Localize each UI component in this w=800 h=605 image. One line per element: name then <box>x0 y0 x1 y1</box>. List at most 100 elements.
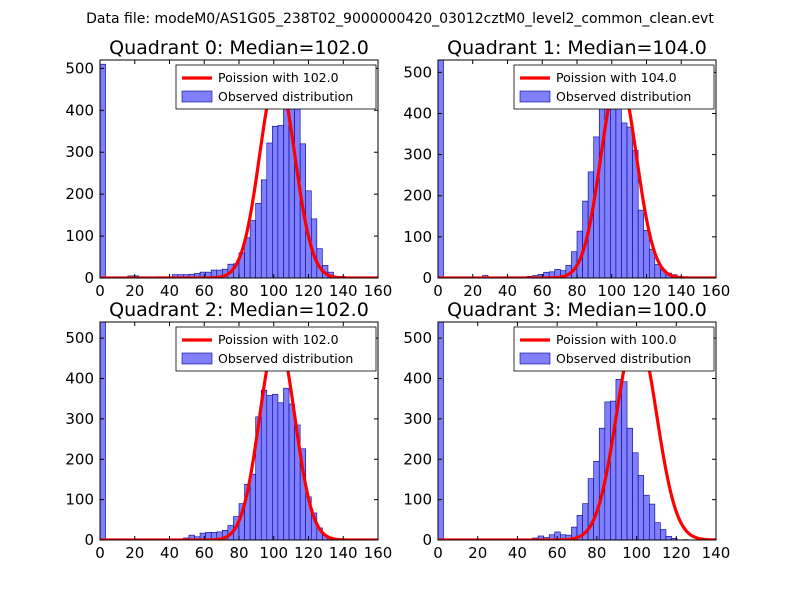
x-tick-label: 40 <box>498 282 517 300</box>
legend-bar-label: Observed distribution <box>556 89 691 104</box>
x-tick-label: 120 <box>294 282 323 300</box>
histogram-bar <box>649 504 655 540</box>
y-tick-label: 500 <box>403 329 432 347</box>
x-tick-label: 20 <box>468 544 487 562</box>
legend-bar-swatch <box>520 91 550 102</box>
histogram-bar <box>261 180 267 278</box>
x-tick-label: 100 <box>597 282 626 300</box>
x-tick-label: 140 <box>667 282 696 300</box>
x-tick-label: 100 <box>622 544 651 562</box>
histogram-bar <box>655 523 661 540</box>
x-tick-label: 20 <box>125 544 144 562</box>
x-tick-label: 60 <box>195 282 214 300</box>
x-tick-label: 140 <box>702 544 731 562</box>
y-tick-label: 400 <box>403 370 432 388</box>
x-tick-label: 120 <box>632 282 661 300</box>
histogram-bar <box>438 60 444 278</box>
histogram-bar <box>438 322 444 540</box>
legend: Poission with 104.0 Observed distribution <box>514 65 714 109</box>
y-tick-label: 0 <box>84 269 94 287</box>
legend-bar-label: Observed distribution <box>218 351 353 366</box>
x-tick-label: 0 <box>433 282 443 300</box>
legend-bar-swatch <box>520 353 550 364</box>
histogram-bar <box>250 474 256 540</box>
histogram-bar <box>100 322 106 540</box>
legend-fit-label: Poission with 102.0 <box>218 70 339 85</box>
y-tick-label: 0 <box>422 531 432 549</box>
y-tick-label: 400 <box>403 104 432 122</box>
y-tick-label: 0 <box>84 531 94 549</box>
legend-bar-label: Observed distribution <box>556 351 691 366</box>
histogram-bar <box>250 221 256 278</box>
y-tick-label: 0 <box>422 269 432 287</box>
histogram-bar <box>644 230 650 278</box>
y-tick-label: 100 <box>403 228 432 246</box>
legend: Poission with 100.0 Observed distribution <box>514 327 714 371</box>
x-tick-label: 100 <box>259 544 288 562</box>
histogram-bar <box>594 461 600 540</box>
y-tick-label: 300 <box>65 410 94 428</box>
histogram-bar <box>633 453 639 540</box>
histogram-bar <box>638 475 644 540</box>
legend-bar-swatch <box>182 353 212 364</box>
subplot-title: Quadrant 3: Median=100.0 <box>447 299 707 321</box>
histogram-bar <box>278 125 284 278</box>
histogram-bar <box>256 203 262 278</box>
subplot-title: Quadrant 0: Median=102.0 <box>109 37 369 59</box>
histogram-bar <box>289 404 295 540</box>
x-tick-label: 0 <box>433 544 443 562</box>
legend-fit-label: Poission with 100.0 <box>556 332 677 347</box>
y-tick-label: 100 <box>65 227 94 245</box>
y-tick-label: 300 <box>403 410 432 428</box>
x-tick-label: 160 <box>702 282 731 300</box>
histogram-bar <box>272 126 278 278</box>
histogram-bar <box>638 210 644 278</box>
y-tick-label: 400 <box>65 101 94 119</box>
y-tick-label: 500 <box>65 329 94 347</box>
x-tick-label: 140 <box>329 282 358 300</box>
histogram-bar <box>278 403 284 540</box>
y-tick-label: 300 <box>65 143 94 161</box>
x-tick-label: 120 <box>294 544 323 562</box>
subplot-title: Quadrant 1: Median=104.0 <box>447 37 707 59</box>
y-tick-label: 100 <box>65 491 94 509</box>
histogram-bar <box>627 127 633 278</box>
x-tick-label: 40 <box>160 282 179 300</box>
y-tick-label: 300 <box>403 146 432 164</box>
x-tick-label: 60 <box>533 282 552 300</box>
x-tick-label: 20 <box>125 282 144 300</box>
x-tick-label: 0 <box>95 282 105 300</box>
histogram-bar <box>100 64 106 278</box>
x-tick-label: 40 <box>160 544 179 562</box>
histogram-bar <box>666 536 672 540</box>
legend-fit-label: Poission with 104.0 <box>556 70 677 85</box>
legend-bar-swatch <box>182 91 212 102</box>
x-tick-label: 60 <box>548 544 567 562</box>
x-tick-label: 140 <box>329 544 358 562</box>
histogram-bar <box>627 428 633 540</box>
y-tick-label: 200 <box>65 450 94 468</box>
histogram-bar <box>644 495 650 540</box>
x-tick-label: 80 <box>229 282 248 300</box>
x-tick-label: 120 <box>662 544 691 562</box>
histogram-bar <box>660 530 666 540</box>
subplot-quadrant-3: Quadrant 3: Median=100.0 0 20 40 60 80 100 120 1… <box>403 299 730 562</box>
y-tick-label: 200 <box>403 187 432 205</box>
x-tick-label: 0 <box>95 544 105 562</box>
histogram-bar <box>283 388 289 540</box>
y-tick-label: 200 <box>403 450 432 468</box>
histogram-bar <box>267 395 273 540</box>
y-tick-label: 500 <box>403 63 432 81</box>
histogram-bar <box>272 394 278 540</box>
histogram-bar <box>261 390 267 540</box>
subplot-quadrant-0: Quadrant 0: Median=102.0 0 20 40 60 80 100 120 1… <box>65 37 392 300</box>
y-tick-label: 400 <box>65 370 94 388</box>
x-tick-label: 40 <box>508 544 527 562</box>
x-tick-label: 80 <box>587 544 606 562</box>
x-tick-label: 80 <box>567 282 586 300</box>
y-tick-label: 500 <box>65 59 94 77</box>
